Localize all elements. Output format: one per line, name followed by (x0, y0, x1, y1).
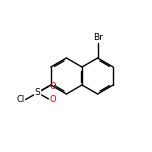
Text: Br: Br (93, 33, 103, 41)
Text: O: O (49, 95, 56, 104)
Text: Cl: Cl (17, 95, 25, 104)
Text: O: O (49, 82, 56, 91)
Text: S: S (35, 88, 40, 97)
